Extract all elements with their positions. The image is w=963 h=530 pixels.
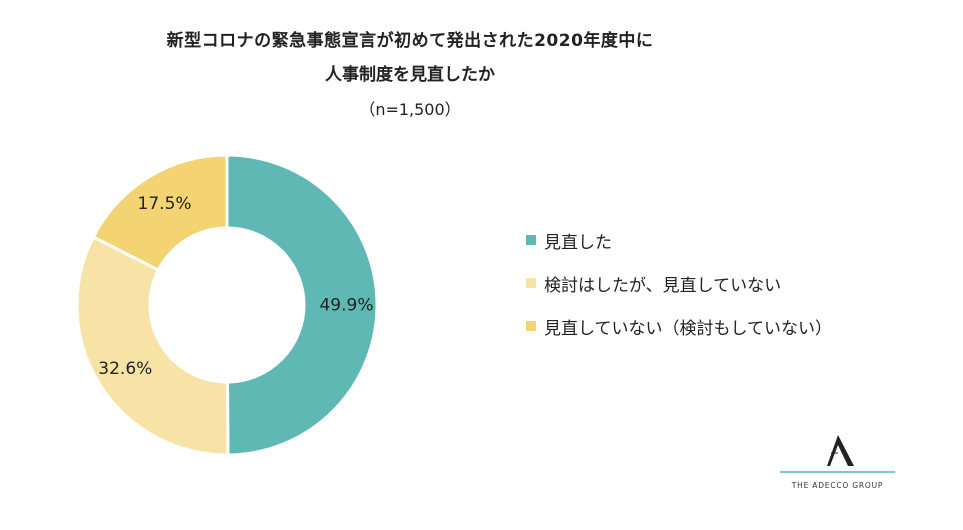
legend-item-not-revised: 見直していない（検討もしていない） xyxy=(526,314,832,339)
legend-swatch xyxy=(526,235,536,245)
legend-swatch xyxy=(526,321,536,331)
slice-data-label: 17.5% xyxy=(138,194,192,214)
chart-title-line1: 新型コロナの緊急事態宣言が初めて発出された2020年度中に xyxy=(166,31,654,51)
donut-slice-not-revised xyxy=(91,153,229,273)
legend-label: 見直していない（検討もしていない） xyxy=(544,318,832,339)
logo-text: THE ADECCO GROUP xyxy=(791,481,884,490)
legend-label: 検討はしたが、見直していない xyxy=(544,275,782,296)
donut-slice-considered-not-revised xyxy=(75,234,230,457)
chart-legend: 見直した 検討はしたが、見直していない 見直していない（検討もしていない） xyxy=(526,228,832,357)
slice-data-label: 32.6% xyxy=(98,359,152,379)
logo-divider xyxy=(780,471,895,473)
donut-slice-revised xyxy=(225,153,379,457)
adecco-group-logo: THE ADECCO GROUP xyxy=(780,433,895,493)
chart-title-line2: 人事制度を見直したか xyxy=(325,65,495,85)
adecco-a-logo-icon xyxy=(827,435,854,466)
legend-item-considered-not-revised: 検討はしたが、見直していない xyxy=(526,271,832,296)
chart-title-block: 新型コロナの緊急事態宣言が初めて発出された2020年度中に 人事制度を見直したか… xyxy=(0,28,820,122)
chart-sample-size: （n=1,500） xyxy=(359,100,461,119)
slice-data-label: 49.9% xyxy=(319,296,373,316)
legend-item-revised: 見直した xyxy=(526,228,832,253)
legend-label: 見直した xyxy=(544,232,612,253)
legend-swatch xyxy=(526,278,536,288)
